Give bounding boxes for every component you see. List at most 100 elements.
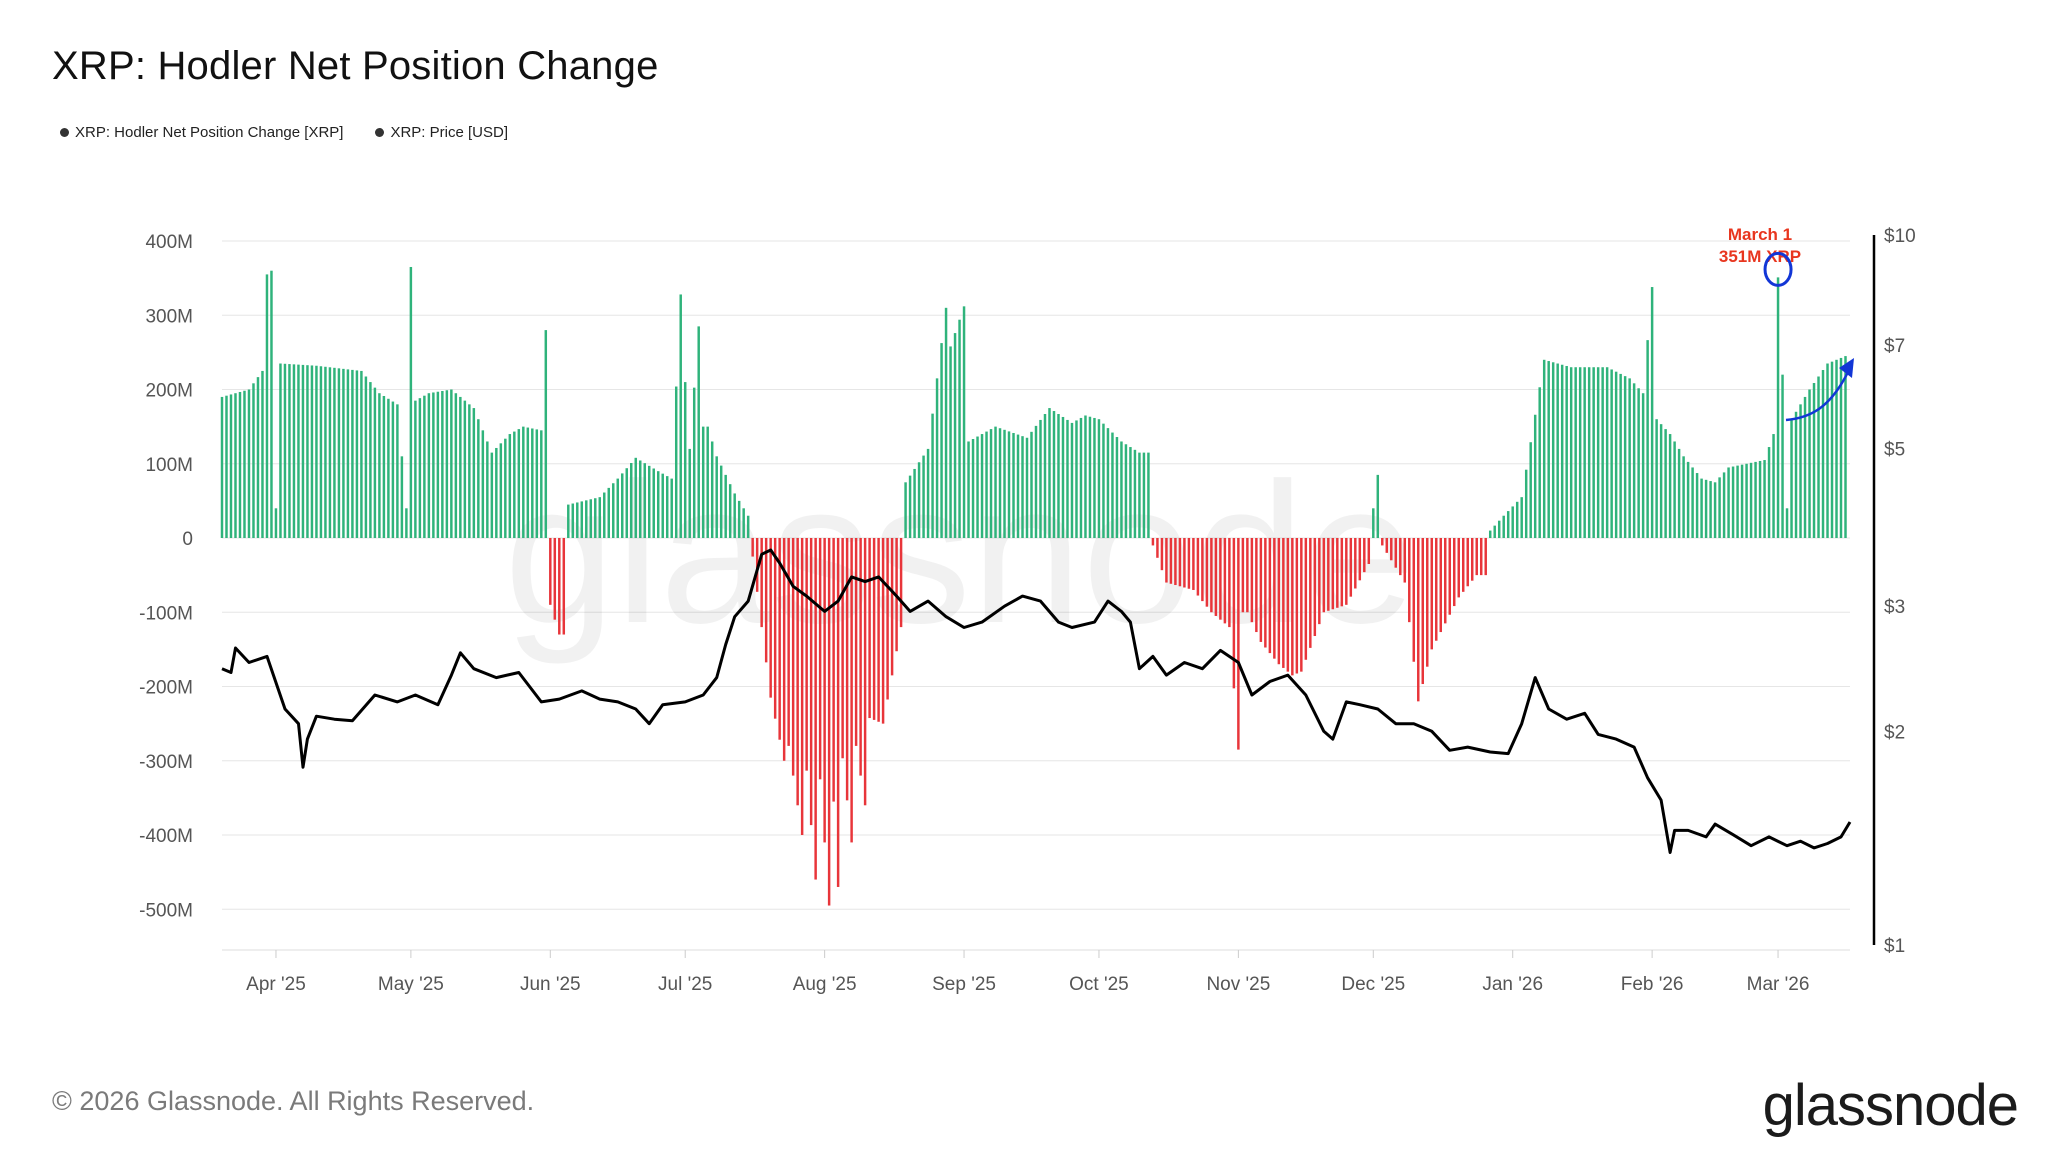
bar	[342, 368, 345, 538]
bar	[279, 363, 282, 538]
bar	[1394, 538, 1398, 568]
bar	[1453, 538, 1456, 607]
bar	[994, 426, 997, 538]
bar	[1124, 444, 1128, 538]
bar	[1781, 374, 1784, 538]
bar	[1250, 538, 1254, 623]
bar	[432, 392, 435, 538]
bar	[1214, 538, 1218, 616]
bar	[940, 343, 943, 538]
bar	[652, 468, 655, 538]
bar	[701, 426, 705, 538]
bar	[1016, 434, 1020, 538]
bar	[499, 443, 503, 538]
bar	[1839, 357, 1843, 538]
bar	[441, 390, 444, 538]
bar	[1686, 461, 1690, 538]
bar	[1830, 361, 1834, 538]
legend-item-net-position[interactable]: XRP: Hodler Net Position Change [XRP]	[60, 124, 343, 141]
bar	[1655, 419, 1658, 538]
bar	[1560, 364, 1564, 538]
bar	[1835, 359, 1838, 538]
bar	[1799, 404, 1802, 538]
annotation-circle-marker	[1763, 251, 1793, 287]
legend-item-price[interactable]: XRP: Price [USD]	[375, 124, 508, 141]
bar	[427, 393, 431, 538]
bar	[1048, 408, 1051, 538]
bar	[728, 484, 732, 538]
bar	[463, 400, 467, 538]
bar	[328, 367, 332, 538]
bar	[1808, 389, 1811, 538]
bar	[1102, 423, 1105, 538]
bar	[881, 538, 885, 724]
bar	[814, 538, 817, 880]
bar	[953, 333, 957, 538]
bar	[1142, 452, 1146, 538]
bar	[805, 538, 808, 771]
bar	[1115, 437, 1119, 538]
bar	[697, 326, 700, 538]
bar	[450, 389, 453, 538]
bar	[1790, 419, 1793, 538]
bar	[1754, 461, 1757, 538]
x-tick-label: Jul '25	[658, 974, 712, 995]
bar	[364, 376, 368, 538]
bar	[274, 508, 278, 538]
bar	[648, 465, 651, 538]
bar	[1196, 538, 1200, 596]
bar	[1749, 462, 1753, 538]
bar	[535, 429, 539, 538]
bar	[607, 487, 610, 538]
bar	[1700, 478, 1703, 538]
bar	[517, 429, 521, 538]
price-series-line	[221, 548, 1852, 854]
bar	[976, 436, 979, 538]
bar	[1637, 388, 1640, 538]
bar	[306, 365, 309, 538]
bar	[1286, 538, 1290, 672]
bar	[1628, 378, 1631, 538]
bar	[1533, 414, 1537, 538]
bar	[710, 441, 714, 538]
bar	[1745, 463, 1748, 538]
bar	[1156, 538, 1159, 558]
x-tick-label: May '25	[378, 974, 444, 995]
brand-logo[interactable]: glassnode	[1762, 1073, 2019, 1138]
y-tick-label: -400M	[139, 826, 193, 847]
bar	[477, 419, 480, 538]
bar	[832, 538, 835, 802]
y-right-tick-label: $7	[1884, 336, 1905, 357]
bar	[1106, 428, 1110, 538]
bar	[1736, 465, 1739, 538]
trend-arrow-head-icon	[1839, 358, 1854, 378]
bar	[760, 538, 763, 628]
bar	[1821, 370, 1825, 538]
bar	[1349, 538, 1353, 597]
bar	[1493, 525, 1496, 538]
bar	[809, 538, 813, 826]
bar	[1259, 538, 1263, 642]
legend-dot-icon	[60, 128, 69, 137]
bar	[1039, 419, 1042, 538]
bar	[414, 400, 417, 538]
bar	[1740, 464, 1744, 538]
bar	[836, 538, 840, 887]
bar	[1345, 538, 1348, 605]
bar	[1075, 420, 1078, 538]
bar	[949, 346, 952, 538]
bar	[562, 538, 566, 635]
bar	[1277, 538, 1281, 665]
bar	[625, 468, 628, 538]
bar	[917, 462, 921, 538]
bar	[418, 398, 422, 538]
y-right-tick-label: $2	[1884, 722, 1905, 743]
bar	[958, 319, 961, 538]
bar	[706, 426, 709, 538]
y-tick-label: 0	[182, 529, 193, 550]
bar	[639, 460, 642, 538]
annotation-line-1: March 1	[1728, 225, 1792, 244]
bar	[1093, 417, 1096, 538]
bar	[1007, 431, 1011, 538]
y-tick-label: 300M	[145, 306, 193, 327]
